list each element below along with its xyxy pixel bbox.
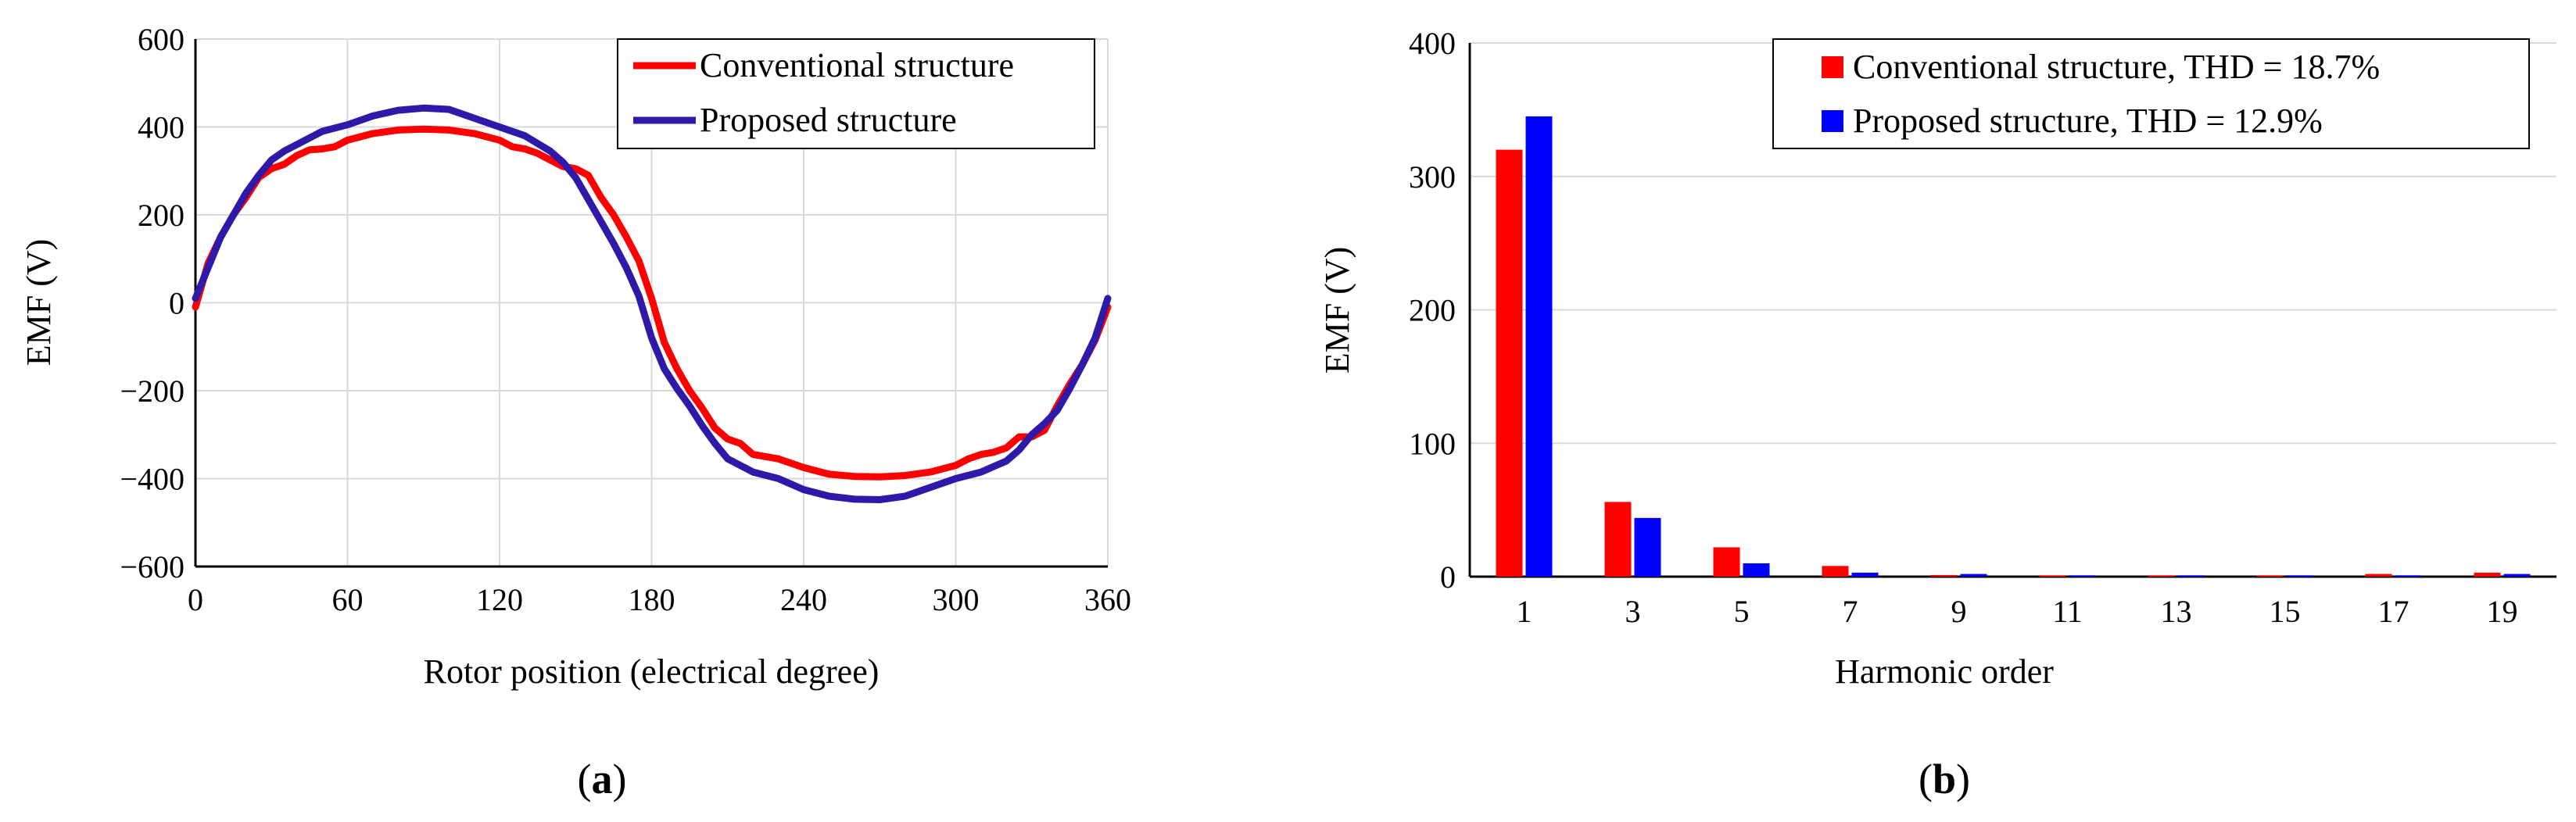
- chart-a-legend-label-proposed: Proposed structure: [700, 101, 957, 139]
- chart-b-x-tick-label: 15: [2270, 594, 2301, 629]
- chart-b-y-axis-label: EMF (V): [1318, 247, 1356, 374]
- chart-b-bar-proposed: [2069, 575, 2096, 577]
- chart-b-x-tick-labels: 1 3 5 7 9 11 13 15 17 19: [1517, 594, 2518, 629]
- chart-b-y-tick-label: 100: [1409, 426, 1456, 461]
- chart-b-y-tick-label: 0: [1440, 559, 1456, 595]
- chart-a-legend: Conventional structure Proposed structur…: [617, 38, 1095, 149]
- chart-a-x-tick-labels: 0 60 120 180 240 300 360: [188, 582, 1131, 617]
- chart-a-x-tick-label: 0: [188, 582, 203, 617]
- chart-b-bar-proposed: [2286, 575, 2313, 577]
- chart-b-bar-proposed: [1851, 572, 1879, 577]
- chart-b-y-tick-label: 300: [1409, 159, 1456, 195]
- chart-a-legend-box: [617, 38, 1095, 149]
- chart-a-y-tick-label: 600: [138, 22, 185, 57]
- chart-b-legend-label-conventional: Conventional structure, THD = 18.7%: [1853, 48, 2380, 86]
- chart-b-x-tick-label: 17: [2378, 594, 2409, 629]
- chart-b-bar-conventional: [2148, 575, 2175, 577]
- chart-b-x-axis-label: Harmonic order: [1835, 652, 2054, 691]
- chart-b-bar-conventional: [2039, 575, 2066, 577]
- chart-b-bar-conventional: [1496, 149, 1523, 577]
- chart-b-panel-letter: b: [1933, 756, 1956, 802]
- chart-b-x-tick-label: 1: [1517, 594, 1532, 629]
- chart-b-x-tick-label: 7: [1843, 594, 1858, 629]
- chart-b-x-tick-label: 9: [1951, 594, 1967, 629]
- chart-b-legend: Conventional structure, THD = 18.7% Prop…: [1772, 38, 2530, 149]
- chart-b-y-tick-labels: 0 100 200 300 400: [1409, 26, 1456, 595]
- chart-a-y-tick-label: 200: [138, 198, 185, 233]
- chart-a-legend-label-conventional: Conventional structure: [700, 46, 1014, 84]
- chart-b-bar-proposed: [1525, 116, 1553, 577]
- chart-a-x-axis-label: Rotor position (electrical degree): [424, 652, 880, 691]
- chart-a-x-tick-label: 60: [332, 582, 364, 617]
- chart-b-bar-conventional: [2365, 574, 2392, 577]
- chart-a-series: [192, 104, 1112, 503]
- chart-a-line-proposed: [192, 104, 1112, 503]
- chart-a-y-tick-label: −400: [120, 462, 185, 497]
- chart-a-x-tick-label: 180: [629, 582, 675, 617]
- chart-b-panel-label: (b): [1919, 756, 1970, 802]
- chart-a-panel-label: (a): [578, 756, 627, 802]
- chart-b-legend-swatch-conventional: [1822, 56, 1843, 78]
- chart-a-y-axis-label: EMF (V): [20, 239, 58, 366]
- chart-b-bar-proposed: [1960, 574, 1987, 577]
- chart-a-x-tick-label: 300: [933, 582, 980, 617]
- chart-a-y-tick-label: 400: [138, 110, 185, 145]
- chart-a-y-tick-label: 0: [169, 286, 185, 321]
- chart-a-panel-letter: a: [592, 756, 613, 802]
- chart-b-bar-proposed: [1634, 517, 1661, 577]
- chart-b-bar-proposed: [2395, 575, 2422, 577]
- chart-b-bar-proposed: [2177, 575, 2205, 577]
- chart-a: −600 −400 −200 0 200 400 600 0 60 120 180 240 300 36…: [20, 22, 1131, 802]
- chart-b-bar-proposed: [2503, 574, 2531, 577]
- chart-b-bar-conventional: [1604, 502, 1632, 577]
- chart-b-x-tick-label: 19: [2487, 594, 2518, 629]
- chart-b-bar-conventional: [1930, 574, 1958, 577]
- chart-b-bar-conventional: [1822, 566, 1849, 577]
- chart-a-y-tick-labels: −600 −400 −200 0 200 400 600: [120, 22, 185, 584]
- chart-b-bar-conventional: [2474, 572, 2501, 577]
- chart-b-legend-label-proposed: Proposed structure, THD = 12.9%: [1853, 102, 2323, 140]
- chart-b-bar-conventional: [1713, 547, 1740, 577]
- chart-a-line-conventional: [192, 125, 1112, 481]
- chart-a-y-tick-label: −600: [120, 549, 185, 584]
- chart-b-bar-proposed: [1743, 563, 1770, 577]
- chart-a-y-tick-label: −200: [120, 373, 185, 409]
- chart-b-legend-swatch-proposed: [1822, 110, 1843, 132]
- chart-b-x-tick-label: 13: [2161, 594, 2192, 629]
- chart-a-x-tick-label: 240: [780, 582, 827, 617]
- chart-a-x-tick-label: 120: [476, 582, 523, 617]
- chart-b-y-tick-label: 400: [1409, 26, 1456, 61]
- chart-b-bar-conventional: [2256, 575, 2284, 577]
- chart-b-x-tick-label: 11: [2052, 594, 2083, 629]
- chart-b-legend-box: [1772, 38, 2530, 149]
- chart-b-x-tick-label: 5: [1734, 594, 1750, 629]
- chart-b-y-tick-label: 200: [1409, 293, 1456, 328]
- chart-a-x-tick-label: 360: [1084, 582, 1131, 617]
- chart-b-bars: [1496, 116, 2531, 577]
- chart-b-x-tick-label: 3: [1625, 594, 1641, 629]
